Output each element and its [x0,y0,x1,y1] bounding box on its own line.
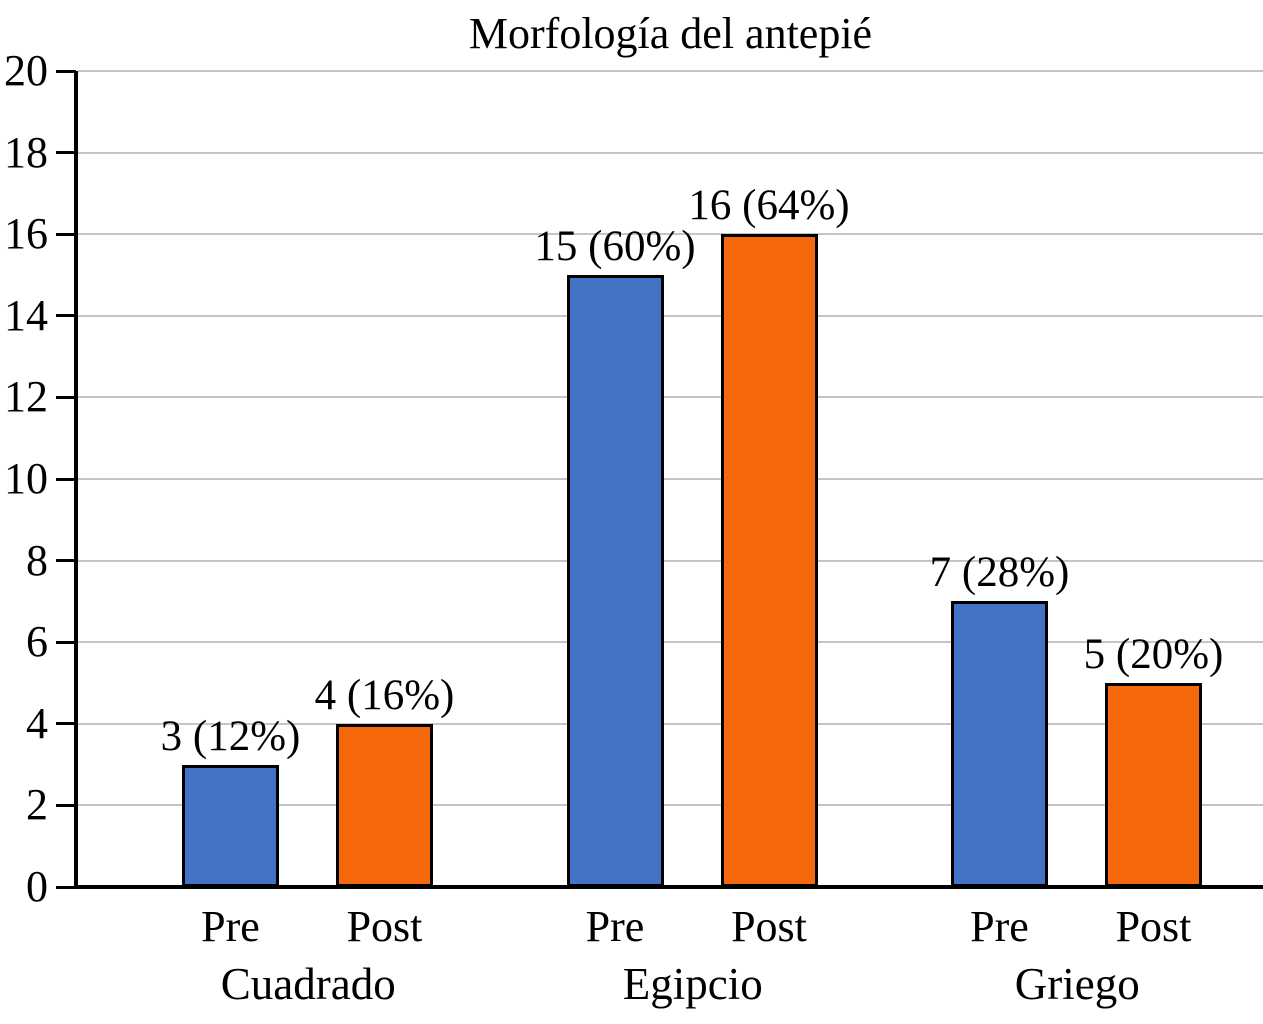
x-axis-group-label: Griego [1014,959,1140,1009]
bar-value-label: 7 (28%) [929,549,1070,597]
gridline [78,559,1263,562]
bar-value-label: 3 (12%) [160,712,301,760]
bar-value-label: 4 (16%) [314,671,455,719]
y-axis-tick-label: 2 [26,780,48,830]
y-axis-tick-label: 8 [26,535,48,585]
y-axis-tick [56,232,76,236]
y-axis-tick-label: 16 [4,209,48,259]
y-axis-tick [56,803,76,807]
plot-area: 0 2 4 6 8 10 12 14 16 18 20 3 (12%) Pre 4 (16%) Post Cu… [4,46,1263,1009]
gridline [78,478,1263,480]
x-axis-bar-label: Post [731,902,807,951]
x-axis-bar-label: Pre [970,902,1029,951]
y-axis-tick-label: 10 [4,454,48,503]
y-axis-tick [56,559,76,563]
y-axis-tick [56,314,76,318]
x-axis-bar-label: Pre [585,902,645,951]
x-axis-group-label: Cuadrado [220,959,396,1009]
bar-value-label: 15 (60%) [534,223,696,270]
y-axis-tick [56,69,76,73]
y-axis-tick [56,640,76,644]
gridline [78,314,1263,317]
x-axis-bar-label: Pre [201,902,260,951]
bar-griego-pre [951,601,1048,887]
y-axis-tick-label: 20 [4,46,48,95]
x-axis-line [74,885,1263,889]
gridline [78,70,1263,72]
y-axis-tick-label: 12 [4,372,48,422]
gridline [78,641,1263,644]
gridline [78,804,1263,807]
gridline [78,151,1263,154]
bar-cuadrado-pre [182,764,279,887]
y-axis-tick [56,477,76,481]
gridline [78,722,1263,725]
y-axis-tick-label: 18 [4,127,48,177]
gridline [78,233,1263,236]
y-axis-line [74,71,78,887]
chart-title: Morfología del antepié [468,9,873,58]
y-axis-tick [56,151,76,155]
gridline [78,396,1263,399]
bar-griego-post [1105,683,1202,887]
bar-value-label: 5 (20%) [1083,631,1224,678]
y-axis-tick [56,885,76,889]
bar-egipcio-post [720,234,818,887]
x-axis-bar-label: Post [346,902,423,951]
y-axis-tick [56,722,76,726]
bar-egipcio-pre [566,275,664,887]
y-axis-tick-label: 6 [26,617,48,667]
y-axis-tick-label: 14 [4,290,48,340]
y-axis-tick [56,395,76,399]
y-axis-tick-label: 4 [26,698,48,748]
x-axis-bar-label: Post [1115,902,1192,951]
x-axis-group-label: Egipcio [622,959,763,1009]
y-axis-tick-label: 0 [26,862,48,911]
bar-value-label: 16 (64%) [688,182,850,230]
